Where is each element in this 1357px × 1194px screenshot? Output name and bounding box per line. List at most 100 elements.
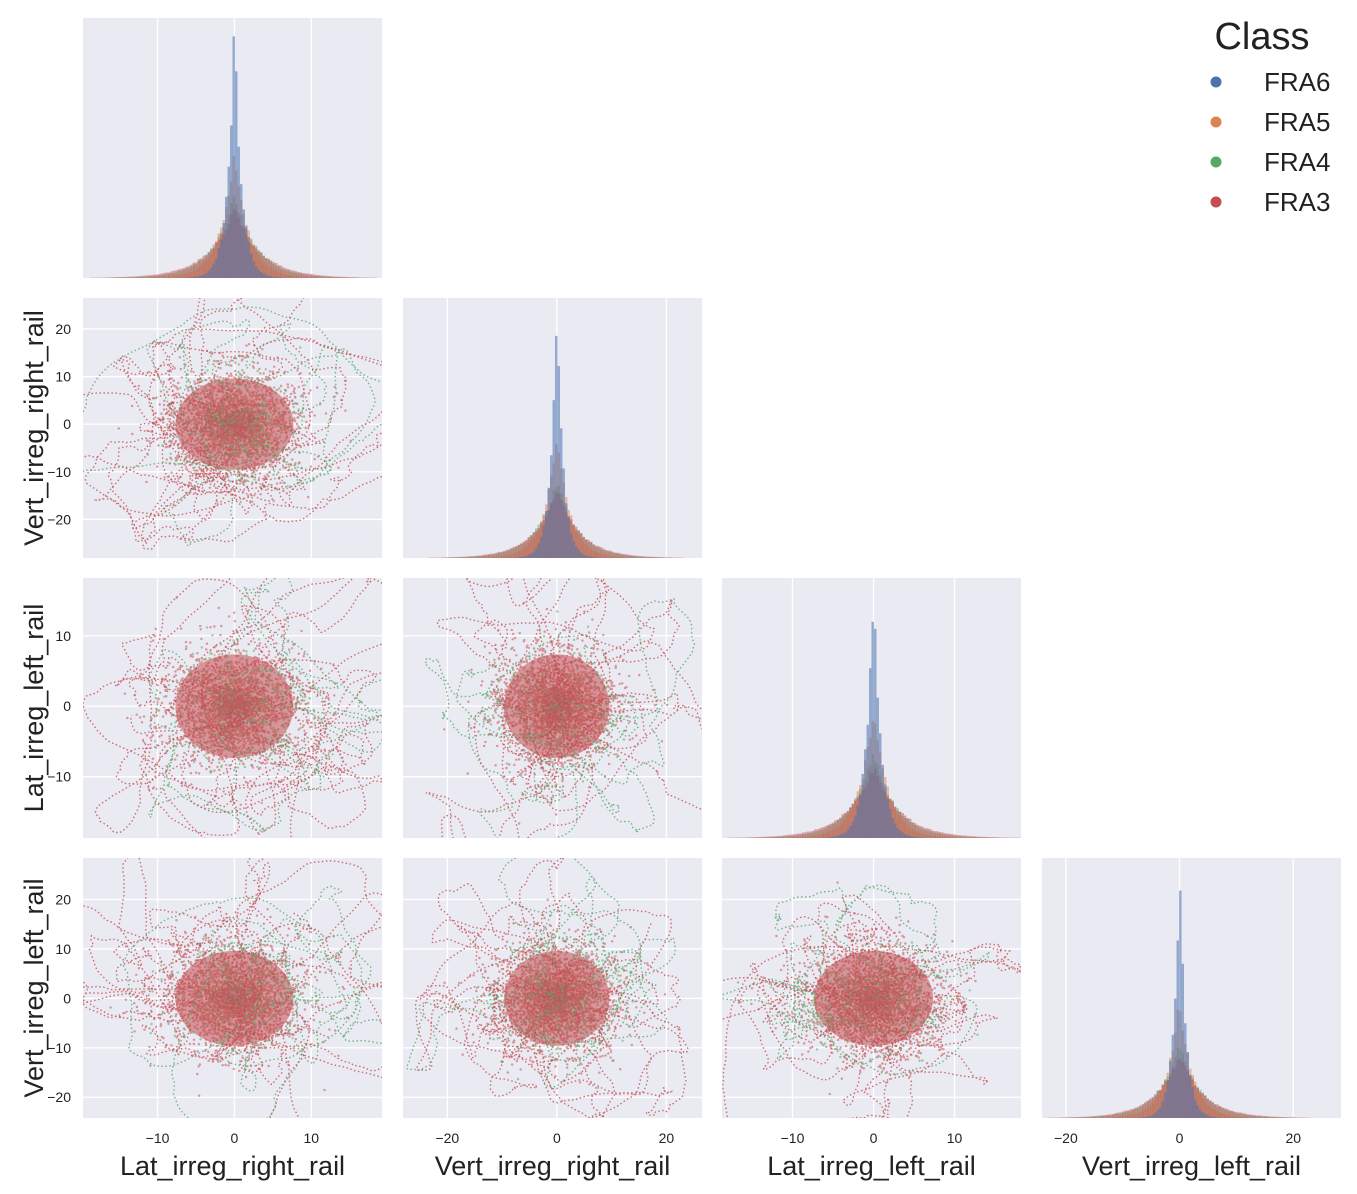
histogram-bar [495, 553, 497, 558]
histogram-bar [143, 276, 145, 278]
histogram-bar [453, 557, 455, 558]
x-tick-label: −10 [781, 1130, 805, 1146]
histogram-bar [1097, 1116, 1099, 1118]
histogram-bar [769, 836, 771, 838]
histogram-bar [580, 553, 582, 558]
histogram-bar [622, 554, 624, 558]
histogram-bar [203, 275, 205, 278]
histogram-bar [936, 831, 938, 838]
histogram-bar [1254, 1115, 1256, 1118]
x-tick-label: −20 [1054, 1130, 1078, 1146]
histogram-bar [1251, 1115, 1253, 1118]
histogram-bar [295, 271, 297, 278]
histogram-bar [615, 553, 617, 558]
histogram-bar [1259, 1116, 1261, 1118]
histogram-bar [1134, 1108, 1136, 1118]
histogram-bar [540, 537, 542, 558]
histogram-bar [610, 551, 612, 558]
histogram-bar [1139, 1105, 1141, 1118]
histogram-bar [941, 833, 943, 838]
histogram-bar [879, 733, 881, 838]
histogram-bar [1164, 1092, 1166, 1118]
histogram-bar [490, 554, 492, 558]
histogram-bar [183, 268, 185, 278]
histogram-bar [1196, 1106, 1198, 1118]
histogram-bar [981, 837, 983, 838]
histogram-bar [1149, 1116, 1151, 1118]
histogram-bar [1279, 1117, 1281, 1118]
histogram-bar [642, 556, 644, 558]
histogram-bar [862, 774, 864, 838]
histogram-bar [926, 828, 928, 838]
histogram-bar [964, 836, 966, 838]
histogram-bar [262, 273, 264, 278]
histogram-bar [595, 546, 597, 558]
scatter-density-core [175, 951, 293, 1046]
histogram-bar [827, 837, 829, 838]
histogram-bar [807, 831, 809, 838]
histogram-bar [483, 555, 485, 558]
histogram-bar [849, 826, 851, 838]
histogram-bar [824, 826, 826, 838]
histogram-bar [213, 263, 215, 278]
histogram-bar [1221, 1108, 1223, 1118]
histogram-bar [523, 557, 525, 558]
x-tick-label: 0 [870, 1130, 878, 1146]
histogram-bar [272, 277, 274, 278]
histogram-bar [1224, 1108, 1226, 1118]
histogram-bar [837, 836, 839, 838]
histogram-bar [956, 835, 958, 838]
x-axis-label: Vert_irreg_left_rail [1082, 1151, 1301, 1181]
histogram-bar [966, 836, 968, 838]
histogram-bar [190, 277, 192, 278]
histogram-bar [1067, 1117, 1069, 1118]
histogram-bar [587, 556, 589, 558]
histogram-bar [577, 550, 579, 558]
histogram-bar [1234, 1112, 1236, 1118]
histogram-bar [931, 831, 933, 838]
histogram-bar [327, 276, 329, 278]
x-axis-label: Lat_irreg_left_rail [767, 1151, 976, 1181]
histogram-bar [350, 277, 352, 278]
histogram-bar [302, 273, 304, 278]
histogram-bar [135, 276, 137, 278]
histogram-bar [949, 834, 951, 838]
histogram-bar [876, 698, 878, 838]
histogram-bar [894, 823, 896, 838]
histogram-bar [924, 828, 926, 838]
histogram-bar [832, 823, 834, 838]
legend-label-fra4: FRA4 [1264, 147, 1330, 177]
histogram-bar [1226, 1109, 1228, 1118]
histogram-bar [605, 550, 607, 558]
histogram-bar [1266, 1116, 1268, 1118]
histogram-bar [759, 837, 761, 838]
histogram-bar [347, 277, 349, 278]
histogram-bar [582, 555, 584, 558]
histogram-bar [140, 276, 142, 278]
histogram-bar [463, 557, 465, 558]
histogram-bar [1231, 1111, 1233, 1118]
histogram-bar [520, 543, 522, 558]
histogram-bar [548, 488, 550, 558]
histogram-bar [906, 835, 908, 838]
histogram-bar [557, 366, 559, 558]
histogram-bar [555, 336, 557, 558]
histogram-bar [864, 749, 866, 838]
histogram-bar [443, 557, 445, 558]
histogram-bar [602, 549, 604, 558]
histogram-bar [1229, 1110, 1231, 1118]
histogram-bar [277, 265, 279, 278]
histogram-bar [802, 833, 804, 838]
histogram-bar [1291, 1117, 1293, 1118]
histogram-bar [150, 275, 152, 278]
histogram-bar [754, 837, 756, 838]
histogram-bar [859, 794, 861, 838]
legend-marker-fra3 [1211, 197, 1222, 208]
histogram-bar [817, 829, 819, 838]
histogram-bar [809, 832, 811, 838]
histogram-bar [118, 277, 120, 278]
histogram-bar [105, 277, 107, 278]
histogram-bar [570, 533, 572, 558]
histogram-bar [242, 209, 244, 278]
histogram-bar [1206, 1115, 1208, 1118]
